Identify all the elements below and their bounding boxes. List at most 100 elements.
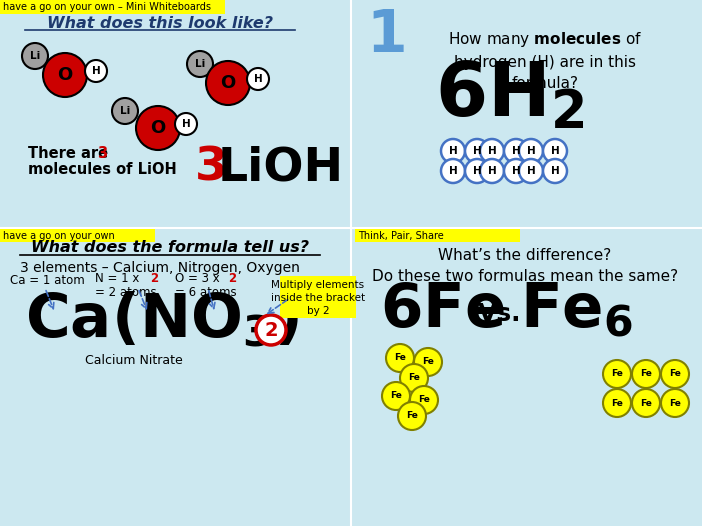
Circle shape: [504, 159, 528, 183]
Text: 3: 3: [97, 147, 107, 161]
Circle shape: [632, 360, 660, 388]
Circle shape: [441, 139, 465, 163]
Circle shape: [465, 159, 489, 183]
Text: N = 1 x: N = 1 x: [95, 271, 143, 285]
Text: Fe: Fe: [422, 358, 434, 367]
Text: H: H: [253, 74, 263, 84]
Text: Fe: Fe: [394, 353, 406, 362]
Text: = 2 atoms: = 2 atoms: [95, 286, 157, 298]
Text: What does this look like?: What does this look like?: [47, 15, 273, 31]
Text: 1: 1: [366, 7, 407, 65]
Text: Li: Li: [120, 106, 130, 116]
Circle shape: [247, 68, 269, 90]
Circle shape: [441, 159, 465, 183]
Text: $\mathbf{6Fe}$: $\mathbf{6Fe}$: [380, 281, 505, 340]
Circle shape: [386, 344, 414, 372]
Text: H: H: [526, 166, 536, 176]
Text: Fe: Fe: [611, 369, 623, 379]
Text: Multiply elements
inside the bracket
by 2: Multiply elements inside the bracket by …: [271, 280, 365, 316]
Circle shape: [256, 315, 286, 345]
Text: H: H: [449, 166, 458, 176]
Text: Fe: Fe: [640, 399, 652, 408]
Circle shape: [480, 159, 504, 183]
Circle shape: [543, 159, 567, 183]
Text: Fe: Fe: [669, 369, 681, 379]
Circle shape: [480, 139, 504, 163]
Circle shape: [43, 53, 87, 97]
Text: H: H: [488, 166, 496, 176]
Circle shape: [398, 402, 426, 430]
Circle shape: [504, 139, 528, 163]
Text: How many $\mathbf{molecules}$ of
hydrogen (H) are in this
formula?: How many $\mathbf{molecules}$ of hydroge…: [448, 30, 642, 91]
Text: Ca = 1 atom: Ca = 1 atom: [10, 275, 85, 288]
FancyBboxPatch shape: [280, 276, 356, 318]
Text: have a go on your own – Mini Whiteboards: have a go on your own – Mini Whiteboards: [3, 2, 211, 12]
Text: 2: 2: [264, 320, 278, 339]
Text: Li: Li: [30, 51, 40, 61]
Text: H: H: [550, 166, 559, 176]
Text: H: H: [550, 146, 559, 156]
Text: What’s the difference?
Do these two formulas mean the same?: What’s the difference? Do these two form…: [372, 248, 678, 284]
Text: O: O: [58, 66, 72, 84]
FancyBboxPatch shape: [0, 0, 225, 14]
Circle shape: [603, 360, 631, 388]
Circle shape: [661, 389, 689, 417]
Text: 2: 2: [150, 271, 158, 285]
Text: Fe: Fe: [669, 399, 681, 408]
Text: Li: Li: [195, 59, 205, 69]
Circle shape: [519, 159, 543, 183]
Text: H: H: [512, 166, 520, 176]
Text: $\mathbf{6H_2}$: $\mathbf{6H_2}$: [435, 59, 585, 133]
Text: H: H: [92, 66, 100, 76]
Circle shape: [400, 364, 428, 392]
Circle shape: [603, 389, 631, 417]
Text: molecules of LiOH: molecules of LiOH: [28, 161, 177, 177]
Text: 2: 2: [228, 271, 236, 285]
Text: Fe: Fe: [611, 399, 623, 408]
Text: H: H: [182, 119, 190, 129]
Text: Fe: Fe: [406, 411, 418, 420]
Text: H: H: [449, 146, 458, 156]
Text: $\mathbf{Fe_6}$: $\mathbf{Fe_6}$: [520, 281, 633, 341]
Text: H: H: [472, 146, 482, 156]
Text: There are: There are: [28, 147, 113, 161]
Circle shape: [543, 139, 567, 163]
Circle shape: [136, 106, 180, 150]
Circle shape: [22, 43, 48, 69]
Circle shape: [112, 98, 138, 124]
FancyBboxPatch shape: [0, 229, 155, 242]
Text: H: H: [488, 146, 496, 156]
Circle shape: [414, 348, 442, 376]
FancyBboxPatch shape: [355, 229, 520, 242]
Text: O: O: [220, 74, 236, 92]
Text: Fe: Fe: [640, 369, 652, 379]
Text: 3 elements – Calcium, Nitrogen, Oxygen: 3 elements – Calcium, Nitrogen, Oxygen: [20, 261, 300, 275]
Text: H: H: [472, 166, 482, 176]
Text: Think, Pair, Share: Think, Pair, Share: [358, 231, 444, 241]
Text: Fe: Fe: [390, 391, 402, 400]
Text: 3: 3: [195, 146, 227, 190]
Text: Fe: Fe: [408, 373, 420, 382]
Text: = 6 atoms: = 6 atoms: [175, 286, 237, 298]
Circle shape: [410, 386, 438, 414]
Text: LiOH: LiOH: [218, 146, 344, 190]
Text: Calcium Nitrate: Calcium Nitrate: [85, 355, 183, 368]
Text: What does the formula tell us?: What does the formula tell us?: [31, 240, 309, 256]
Text: Vs.: Vs.: [478, 302, 522, 326]
Text: H: H: [512, 146, 520, 156]
Text: O: O: [150, 119, 166, 137]
Circle shape: [187, 51, 213, 77]
Text: $\mathbf{Ca(NO_3)}$: $\mathbf{Ca(NO_3)}$: [25, 291, 299, 351]
Text: have a go on your own: have a go on your own: [3, 231, 114, 241]
Circle shape: [206, 61, 250, 105]
Text: H: H: [526, 146, 536, 156]
Circle shape: [661, 360, 689, 388]
Circle shape: [632, 389, 660, 417]
Circle shape: [519, 139, 543, 163]
Circle shape: [175, 113, 197, 135]
Circle shape: [85, 60, 107, 82]
Circle shape: [465, 139, 489, 163]
Text: Fe: Fe: [418, 396, 430, 404]
Circle shape: [382, 382, 410, 410]
Text: O = 3 x: O = 3 x: [175, 271, 223, 285]
